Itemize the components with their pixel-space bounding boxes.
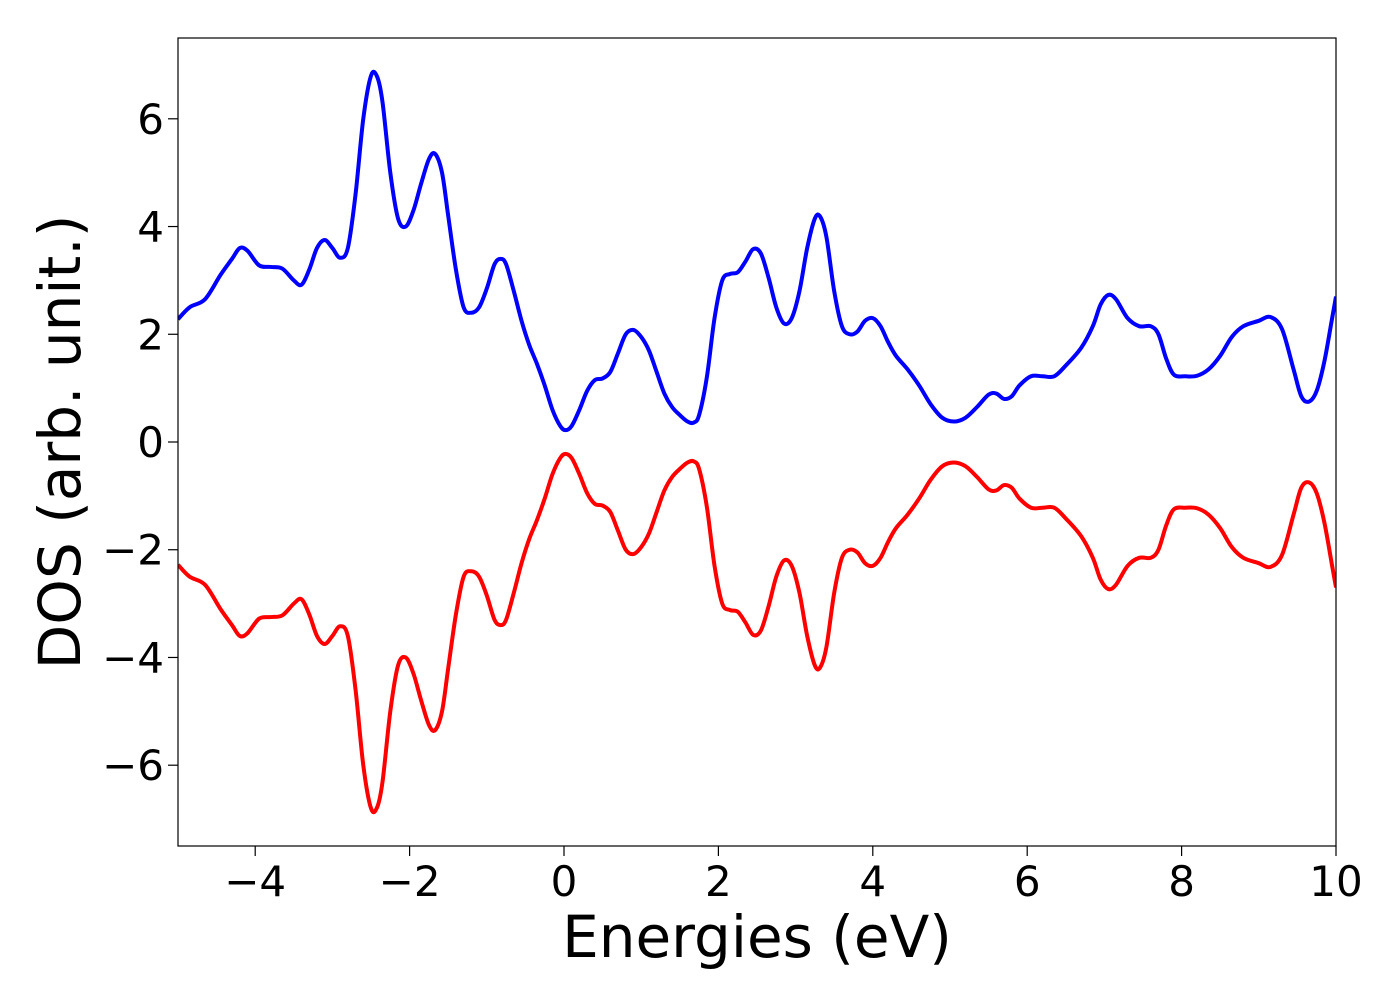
y-tick-label: 6: [137, 95, 164, 144]
x-tick-label: 6: [1014, 857, 1041, 906]
y-tick-label: −4: [102, 633, 164, 682]
y-tick-label: 2: [137, 310, 164, 359]
x-tick-label: −4: [224, 857, 286, 906]
y-tick-label: 0: [137, 418, 164, 467]
y-tick-label: −2: [102, 526, 164, 575]
x-tick-label: 0: [551, 857, 578, 906]
x-axis-ticks: −4 −2 0 2 4 6 8 10: [224, 846, 1363, 906]
x-tick-label: 2: [705, 857, 732, 906]
series-layer: [178, 69, 1336, 815]
series-line-negative: [178, 451, 1336, 815]
series-line-positive: [178, 69, 1336, 433]
x-tick-label: 10: [1309, 857, 1362, 906]
y-axis-ticks: −6 −4 −2 0 2 4 6: [102, 95, 178, 790]
x-tick-label: 8: [1168, 857, 1195, 906]
y-axis-title: DOS (arb. unit.): [26, 215, 94, 670]
x-axis-title: Energies (eV): [562, 903, 952, 971]
y-tick-label: −6: [102, 741, 164, 790]
x-tick-label: 4: [859, 857, 886, 906]
x-tick-label: −2: [379, 857, 441, 906]
y-tick-label: 4: [137, 203, 164, 252]
